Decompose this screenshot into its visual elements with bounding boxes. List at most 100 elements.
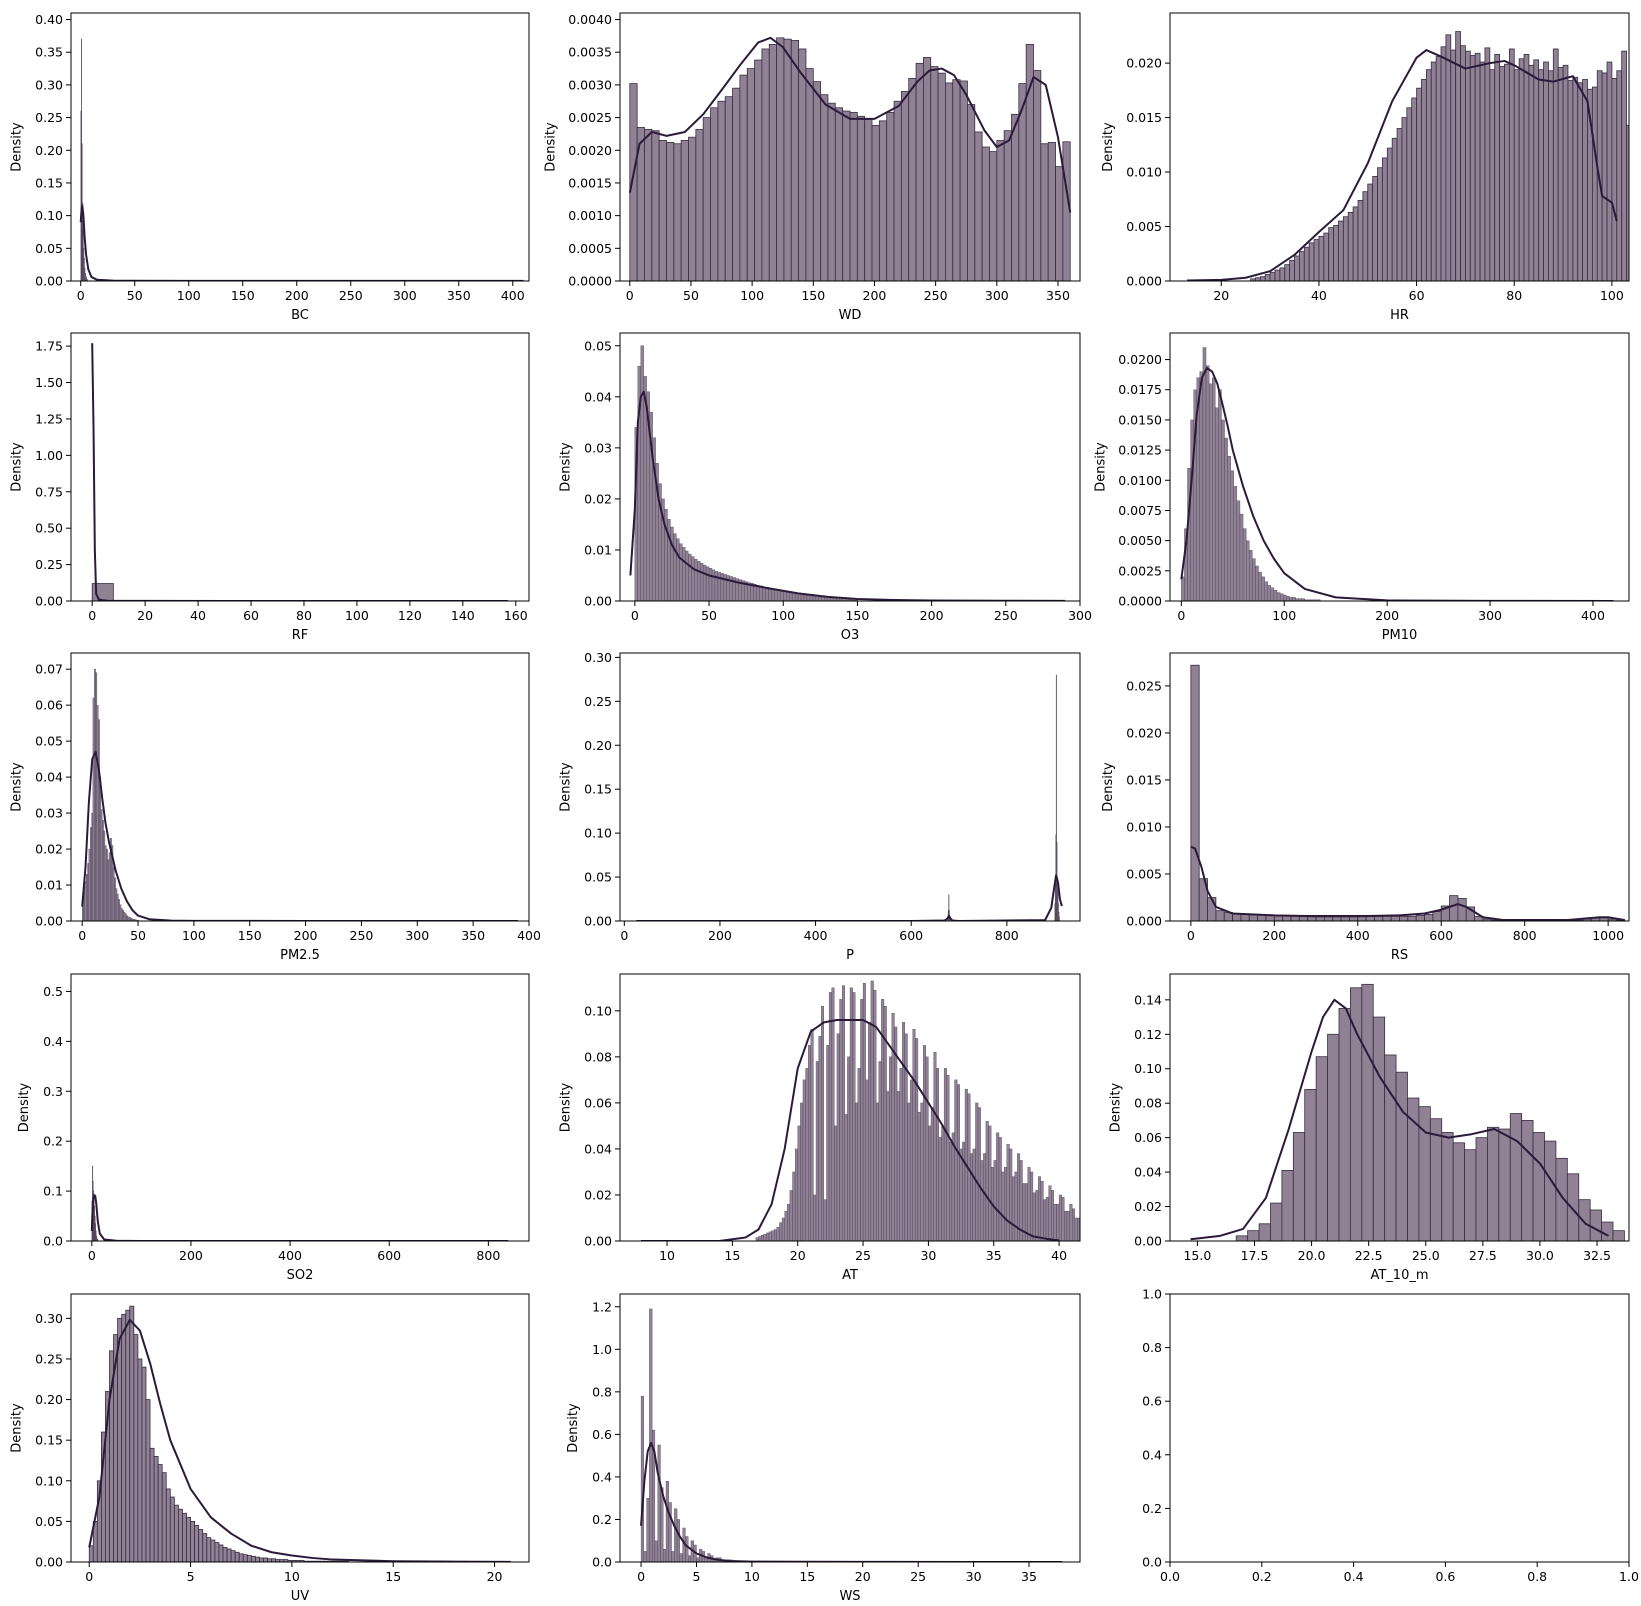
chart-13-y-tick-label: 0.25: [35, 1351, 63, 1366]
chart-12-hist-bar: [1304, 1089, 1317, 1241]
chart-7-y-tick-label: 0.07: [35, 662, 63, 677]
chart-3-y-tick-label: 0.010: [1126, 165, 1162, 180]
chart-11-hist-bar: [904, 1033, 908, 1241]
chart-11-kde-curve: [640, 1019, 1060, 1241]
chart-6-hist-bar: [1270, 587, 1275, 601]
chart-7-hist-bar: [102, 820, 104, 921]
chart-11-hist-bar: [1051, 1190, 1055, 1241]
chart-3-hist-bar: [1279, 267, 1286, 281]
chart-7-x-tick-label: 50: [130, 928, 146, 943]
chart-12-hist-bar: [1589, 1209, 1602, 1241]
chart-5-hist-bar: [809, 595, 814, 601]
chart-8-x-tick-label: 0: [620, 928, 628, 943]
chart-11-hist-bar: [928, 1125, 932, 1241]
chart-5-hist-bar: [800, 594, 805, 601]
chart-1-y-tick-label: 0.25: [35, 110, 63, 125]
chart-7-hist-bar: [103, 830, 106, 921]
chart-11-x-tick-label: 10: [659, 1248, 675, 1263]
chart-5-hist-bar: [670, 526, 674, 601]
chart-12-x-tick-label: 17.5: [1241, 1248, 1269, 1263]
chart-12-y-tick-label: 0.14: [1134, 992, 1162, 1007]
chart-3-x-tick-label: 40: [1311, 288, 1327, 303]
chart-5-x-tick-label: 50: [701, 608, 717, 623]
chart-13-hist-bar: [145, 1399, 151, 1562]
chart-3-hist-bar: [1631, 184, 1636, 281]
chart-3-hist-bar: [1474, 52, 1481, 281]
chart-11-hist-bar: [1074, 1217, 1078, 1241]
chart-14-hist-bar: [649, 1308, 653, 1562]
chart-11-hist-bar: [792, 1171, 796, 1241]
chart-7-hist-bar: [91, 812, 94, 921]
chart-11-hist-bar: [1122, 1239, 1125, 1241]
chart-5-hist-bar: [705, 566, 710, 601]
chart-2-y-tick-label: 0.0025: [568, 110, 612, 125]
chart-13-hist-bar: [190, 1520, 196, 1562]
chart-14-hist-bar: [668, 1502, 672, 1562]
chart-6-hist-bar: [1230, 470, 1234, 601]
chart-5-axes-frame: [619, 332, 1081, 602]
chart-2-hist-bar: [996, 140, 1005, 281]
chart-6-hist-bar: [1227, 455, 1231, 601]
chart-7-plot-area: [81, 669, 518, 921]
chart-6-y-tick-label: 0.0150: [1118, 412, 1162, 427]
chart-11-hist-bar: [779, 1222, 783, 1241]
chart-2-hist-bar: [724, 96, 733, 281]
chart-7-hist-bar: [127, 916, 130, 921]
chart-10-y-tick-label: 0.4: [43, 1034, 63, 1049]
chart-6-hist-bar: [1246, 540, 1250, 601]
chart-5-hist-bar: [791, 592, 796, 601]
chart-12-hist-bar: [1327, 1033, 1340, 1241]
chart-7-hist-bar: [115, 888, 118, 921]
chart-3-hist-bar: [1367, 183, 1374, 281]
chart-5-hist-bar: [783, 591, 787, 601]
chart-11-hist-bar: [1117, 1239, 1120, 1241]
chart-6-hist-bar: [1236, 500, 1241, 601]
chart-3-x-tick-label: 20: [1213, 288, 1229, 303]
chart-6-hist-bar: [1208, 383, 1213, 601]
chart-3-hist-bar: [1445, 34, 1452, 281]
chart-11-hist-bar: [1032, 1192, 1036, 1241]
chart-11-hist-bar: [857, 1068, 861, 1241]
chart-2-hist-bar: [658, 140, 667, 281]
chart-2-kde-curve: [628, 36, 1072, 213]
chart-9-panel: 0 200 400 600 800 1000 0.000 0.005 0.010 0.015 0.0…: [1101, 652, 1630, 963]
chart-5-hist-bar: [691, 556, 695, 601]
chart-2-hist-bar: [930, 66, 939, 281]
chart-14-y-axis-label: Density: [566, 1403, 581, 1453]
chart-2-axes-frame: [619, 12, 1081, 282]
chart-5-hist-bar: [777, 590, 781, 601]
chart-13-x-axis-label: UV: [291, 1589, 310, 1604]
chart-4-x-tick-label: 160: [504, 608, 528, 623]
chart-10-y-tick-label: 0.5: [43, 984, 63, 999]
chart-9-x-tick-label: 800: [1513, 928, 1537, 943]
chart-11-hist-bar: [849, 987, 853, 1241]
chart-4-y-tick-label: 1.75: [35, 339, 63, 354]
chart-14-hist-bar: [685, 1536, 689, 1562]
chart-3-hist-bar: [1567, 80, 1574, 281]
chart-7-x-tick-label: 250: [350, 928, 374, 943]
chart-11-hist-bar: [1088, 1225, 1091, 1241]
chart-6-axes-frame: [1169, 332, 1630, 602]
chart-9-y-tick-label: 0.005: [1126, 866, 1162, 881]
chart-5-hist-bar: [765, 587, 769, 601]
chart-7-hist-bar: [123, 911, 126, 921]
chart-8-y-tick-label: 0.15: [584, 782, 612, 797]
chart-2-hist-bar: [673, 143, 682, 281]
chart-13-hist-bar: [125, 1309, 131, 1562]
chart-11-hist-bar: [1085, 1225, 1088, 1241]
chart-13-hist-bar: [214, 1542, 220, 1562]
chart-9-hist-bar: [1415, 914, 1425, 921]
chart-12-hist-bar: [1532, 1132, 1545, 1241]
chart-13-hist-bar: [129, 1305, 135, 1562]
chart-13-hist-bar: [173, 1504, 179, 1562]
chart-11-y-tick-label: 0.10: [584, 1003, 612, 1018]
chart-7-hist-bar: [90, 827, 92, 921]
chart-7-y-axis-label: Density: [10, 762, 25, 812]
chart-13-hist-bar: [222, 1546, 228, 1562]
chart-11-hist-bar: [815, 1061, 819, 1241]
chart-11-hist-bar: [789, 1190, 793, 1241]
chart-1-axes-frame: [70, 12, 530, 282]
chart-11-hist-bar: [808, 1045, 811, 1241]
chart-3-x-axis-label: HR: [1390, 308, 1409, 323]
chart-14-x-tick-label: 35: [1021, 1569, 1037, 1584]
